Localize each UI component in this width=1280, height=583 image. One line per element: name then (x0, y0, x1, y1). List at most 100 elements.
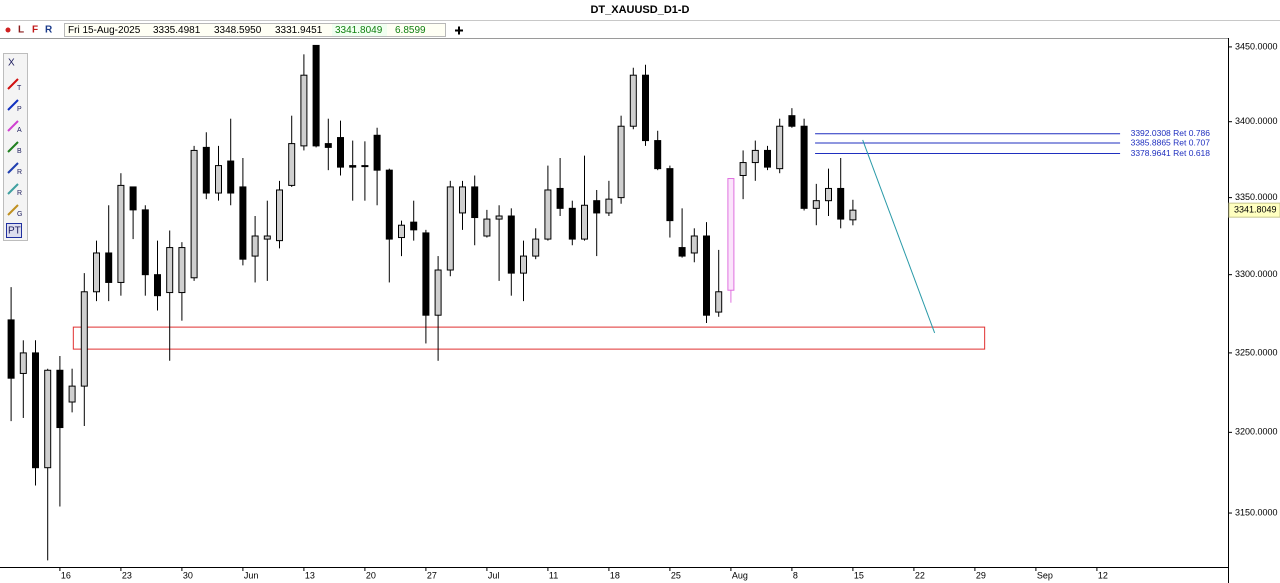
candle-body (263, 235, 271, 240)
y-tick-label: 3250.0000 (1235, 347, 1278, 357)
candle-body (93, 252, 100, 293)
x-tick-label: 29 (976, 570, 986, 580)
tool-icon (7, 120, 19, 132)
x-tick-label: 27 (427, 570, 437, 580)
candle-body (80, 291, 88, 387)
candle-body (812, 200, 820, 209)
tool-icon (7, 204, 19, 216)
candle-body (337, 137, 344, 168)
candle-body (324, 143, 332, 148)
candle-body (44, 369, 52, 469)
candle-body (202, 146, 210, 194)
price-tag (1228, 202, 1280, 218)
candle-body (154, 274, 161, 297)
y-tick-label: 3200.0000 (1235, 427, 1278, 437)
candle-body (642, 74, 649, 142)
candle-body (849, 209, 857, 221)
x-tick-label: 23 (122, 570, 132, 580)
candle-body (727, 178, 735, 291)
candle-body (129, 186, 137, 211)
trend-line (862, 139, 936, 334)
candle-body (532, 238, 540, 257)
y-tick-label: 3150.0000 (1235, 507, 1278, 517)
candle-body (312, 44, 320, 147)
candle-body (690, 235, 698, 254)
candle-body (239, 186, 247, 260)
x-tick-label: 11 (549, 570, 558, 580)
tool-panel (3, 53, 28, 241)
candle-body (105, 252, 113, 283)
candle-body (410, 221, 418, 231)
candle-body (654, 140, 662, 170)
candle-body (837, 187, 845, 220)
candle-body (215, 165, 222, 194)
x-tick-label: Aug (732, 570, 748, 580)
y-tick-label: 3450.0000 (1235, 41, 1278, 51)
candle-body (398, 224, 405, 239)
candle-body (166, 247, 174, 294)
candle-body (56, 369, 64, 429)
x-tick-label: Sep (1037, 570, 1053, 580)
tool-label[interactable]: T (17, 85, 22, 92)
candle-body (422, 232, 430, 316)
add-button[interactable] (455, 26, 463, 35)
candle-body (300, 74, 308, 147)
candle-body (556, 187, 564, 209)
candle-body (446, 186, 454, 271)
tool-label[interactable]: R (17, 169, 22, 176)
support-zone (72, 326, 986, 350)
tool-label[interactable]: R (17, 190, 22, 197)
candle-body (751, 149, 759, 164)
candle-body (483, 218, 491, 237)
candle-body (568, 207, 576, 240)
tool-label[interactable]: A (17, 127, 22, 134)
price-tag-label: 3341.8049 (1234, 205, 1277, 215)
candle-body (7, 319, 15, 379)
toolbar-button[interactable]: L (18, 25, 24, 36)
tool-label[interactable]: B (17, 148, 22, 155)
x-tick-label: 8 (793, 570, 798, 580)
candle-body (825, 187, 832, 202)
tool-icon-frame (6, 223, 22, 238)
candle-body (349, 165, 357, 168)
tool-icon (7, 78, 19, 90)
tool-label[interactable]: PT (8, 226, 21, 237)
candle-body (190, 149, 198, 279)
candle-body (800, 125, 808, 209)
record-dot[interactable] (5, 27, 11, 33)
candle-body (19, 352, 27, 374)
candle-body (276, 189, 283, 242)
toolbar-button[interactable]: F (32, 25, 38, 36)
chart-title: DT_XAUUSD_D1-D (590, 4, 689, 16)
fib-label: 3385.8865 Ret 0.707 (1131, 137, 1211, 147)
tool-icon (7, 141, 19, 153)
candle-body (678, 247, 686, 257)
x-tick-label: 16 (61, 570, 71, 580)
tool-label[interactable]: P (17, 106, 22, 113)
x-tick-label: 12 (1098, 570, 1108, 580)
candle-body (617, 125, 625, 199)
y-tick-label: 3400.0000 (1235, 116, 1278, 126)
candle-body (434, 269, 442, 316)
info-open: 3335.4981 (153, 25, 201, 36)
tool-label[interactable]: X (8, 58, 15, 69)
candle-body (459, 186, 466, 214)
candle-body (507, 215, 515, 274)
candle-body (178, 247, 186, 294)
drawing-tools: X T P A B R R G PT (3, 53, 28, 241)
candle-body (788, 115, 796, 127)
toolbar-button[interactable]: R (45, 25, 53, 36)
x-tick-label: 22 (915, 570, 925, 580)
candle-body (776, 125, 784, 170)
candle-body (666, 168, 674, 222)
candle-body (495, 215, 503, 220)
tool-label[interactable]: G (17, 211, 22, 218)
candle-body (520, 255, 527, 274)
candle-body (715, 291, 723, 313)
info-date: Fri 15-Aug-2025 (68, 25, 141, 36)
candle-body (227, 160, 235, 194)
x-tick-label: 13 (305, 570, 315, 580)
tool-icon (7, 99, 19, 111)
